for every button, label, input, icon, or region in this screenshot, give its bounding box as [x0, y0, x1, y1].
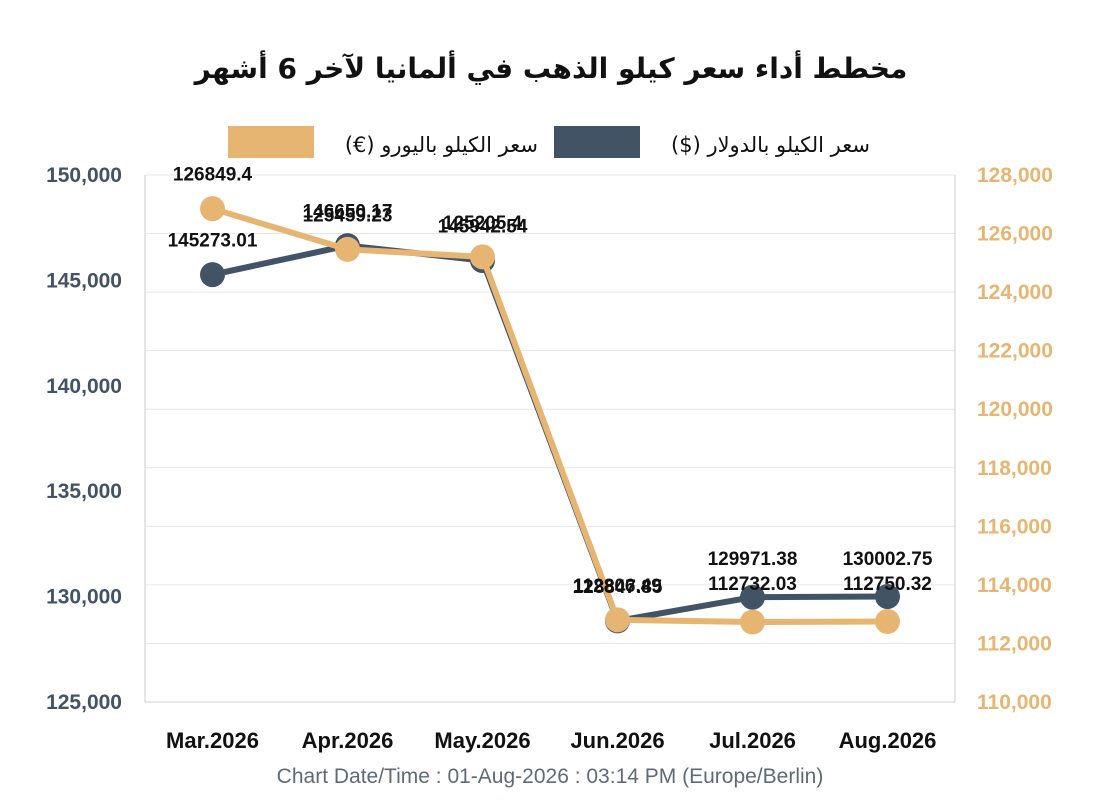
legend-swatch-eur	[228, 126, 314, 158]
x-tick-label: Jun.2026	[570, 728, 664, 753]
chart-footer: Chart Date/Time : 01-Aug-2026 : 03:14 PM…	[277, 765, 824, 788]
x-axis: Mar.2026 Apr.2026 May.2026 Jun.2026 Jul.2026…	[166, 728, 936, 753]
y-right-tick-label: 122,000	[977, 340, 1053, 363]
y-left-tick-label: 130,000	[46, 586, 122, 609]
y-right-tick-label: 110,000	[977, 691, 1052, 714]
y-right-tick-label: 112,000	[977, 632, 1052, 655]
series-0-data-label: 129971.38	[708, 549, 798, 570]
y-left-tick-label: 145,000	[46, 269, 122, 292]
legend-item-usd[interactable]: سعر الكيلو بالدولار ($)	[554, 126, 870, 158]
legend-label-usd: سعر الكيلو بالدولار ($)	[671, 133, 870, 157]
series-0-data-label: 145942.54	[438, 217, 528, 238]
axes	[144, 175, 956, 703]
series-0-data-label: 128847.85	[573, 577, 663, 598]
y-left-tick-label: 140,000	[46, 375, 122, 398]
x-tick-label: Apr.2026	[302, 728, 394, 753]
series-group	[200, 196, 900, 635]
series-0-data-label: 145273.01	[168, 231, 258, 252]
y-axis-right: 110,000 112,000 114,000 116,000 118,000 120,0…	[977, 164, 1053, 714]
series-1-point[interactable]	[875, 608, 900, 634]
legend: سعر الكيلو بالدولار ($) سعر الكيلو باليو…	[228, 126, 870, 158]
y-right-tick-label: 124,000	[977, 281, 1053, 304]
series-1-point[interactable]	[605, 607, 630, 633]
x-tick-label: Aug.2026	[839, 728, 937, 753]
y-left-tick-label: 125,000	[46, 691, 122, 714]
y-left-tick-label: 135,000	[46, 480, 122, 503]
grid-lines	[145, 174, 955, 703]
y-right-tick-label: 116,000	[977, 515, 1052, 538]
series-0-point[interactable]	[875, 584, 900, 610]
series-1-data-label: 112750.32	[843, 574, 932, 595]
data-labels: 145273.01 146650.17 145942.54 128847.85 1299…	[168, 165, 933, 598]
legend-swatch-usd	[554, 126, 640, 158]
series-1-data-label: 125459.23	[303, 205, 393, 226]
series-0-point[interactable]	[740, 584, 765, 610]
y-right-tick-label: 128,000	[977, 164, 1053, 187]
x-tick-label: Mar.2026	[166, 728, 259, 753]
series-1-point[interactable]	[335, 236, 360, 262]
series-1-data-label: 112732.03	[708, 574, 797, 595]
y-right-tick-label: 126,000	[977, 223, 1053, 246]
series-1-data-label: 125205.4	[443, 213, 523, 234]
chart-title: مخطط أداء سعر كيلو الذهب في ألمانيا لآخر…	[193, 50, 908, 85]
y-right-tick-label: 120,000	[977, 398, 1053, 421]
legend-item-eur[interactable]: سعر الكيلو باليورو (€)	[228, 126, 538, 158]
y-right-tick-label: 118,000	[977, 457, 1052, 480]
series-1-point[interactable]	[470, 244, 495, 270]
series-1-point[interactable]	[740, 609, 765, 635]
y-left-tick-label: 150,000	[46, 164, 122, 187]
series-1-data-label: 126849.4	[173, 165, 253, 186]
series-0-data-label: 130002.75	[843, 549, 933, 570]
series-1-data-label: 112806.49	[573, 576, 662, 597]
series-0-point[interactable]	[200, 262, 225, 288]
series-0-data-label: 146650.17	[303, 202, 393, 223]
y-right-tick-label: 114,000	[977, 574, 1052, 597]
y-axis-left: 125,000 130,000 135,000 140,000 145,000 150,0…	[46, 164, 122, 714]
series-1-point[interactable]	[200, 196, 225, 222]
x-tick-label: Jul.2026	[709, 728, 796, 753]
legend-label-eur: سعر الكيلو باليورو (€)	[345, 133, 538, 157]
series-line-1	[211, 205, 888, 626]
x-tick-label: May.2026	[434, 728, 530, 753]
